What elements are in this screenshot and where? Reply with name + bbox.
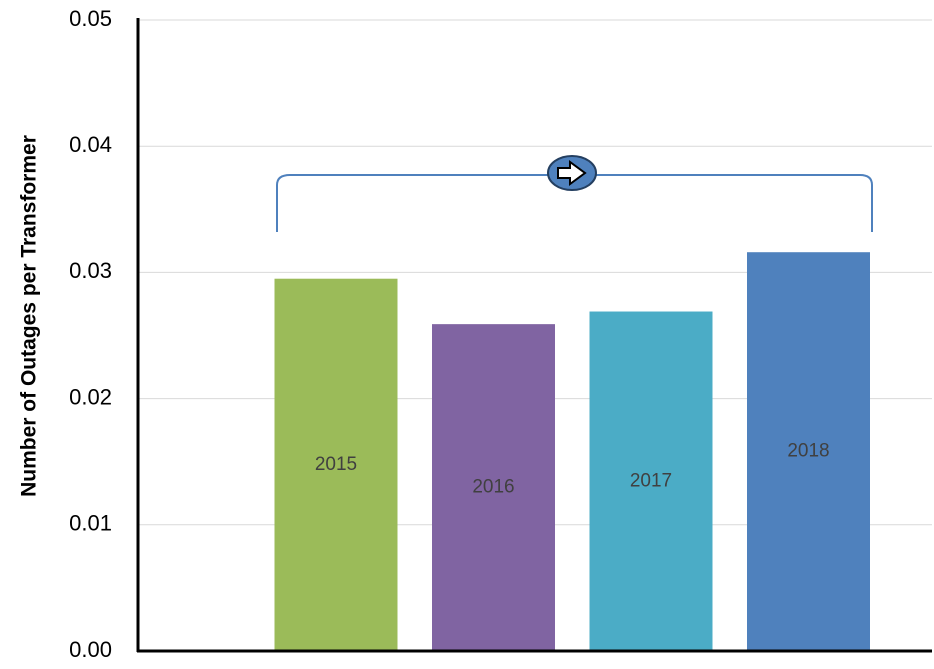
y-axis-label: Number of Outages per Transformer bbox=[18, 135, 41, 497]
bar bbox=[589, 311, 713, 651]
y-tick-label: 0.00 bbox=[69, 637, 112, 662]
bar-label: 2016 bbox=[472, 477, 514, 498]
arrow-icon bbox=[557, 160, 587, 186]
bar-label: 2017 bbox=[630, 470, 672, 491]
y-tick-label: 0.05 bbox=[69, 6, 112, 31]
bars: 2015 2016 2017 2018 bbox=[274, 252, 870, 651]
y-tick-label: 0.01 bbox=[69, 511, 112, 536]
bar-label: 2015 bbox=[315, 454, 357, 475]
y-tick-label: 0.03 bbox=[69, 258, 112, 283]
bar-label: 2018 bbox=[787, 441, 829, 462]
bar bbox=[432, 324, 555, 651]
bar bbox=[274, 278, 398, 651]
bar bbox=[747, 252, 870, 651]
y-tick-label: 0.04 bbox=[69, 132, 112, 157]
y-tick-label: 0.02 bbox=[69, 384, 112, 409]
